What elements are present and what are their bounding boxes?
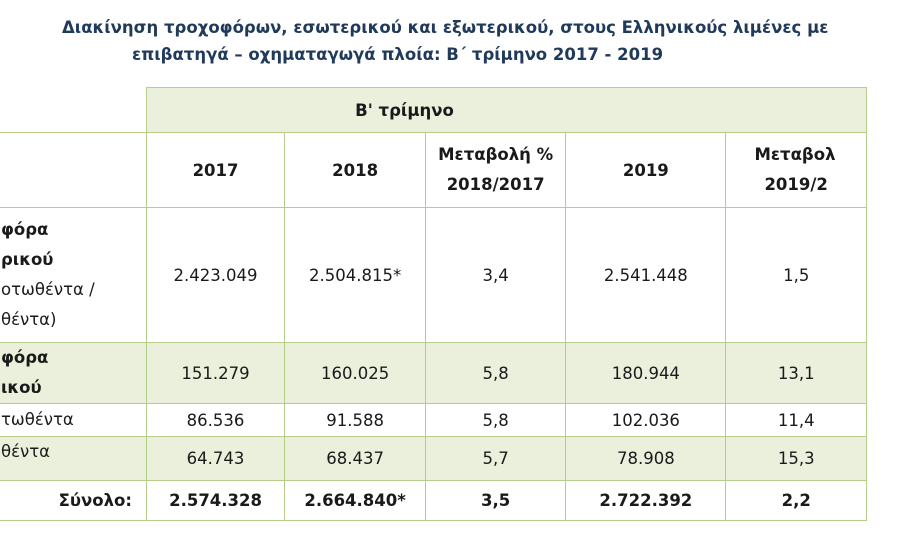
column-header-row: 2017 2018 Μεταβολή % 2018/2017 2019 Μετα… [0, 132, 867, 208]
title-line-1: Διακίνηση τροχοφόρων, εσωτερικού και εξω… [62, 18, 829, 37]
total-2017: 2.574.328 [145, 480, 286, 521]
header-2017: 2017 [145, 132, 286, 208]
header-2018: 2018 [284, 132, 427, 208]
traffic-table: Β' τρίμηνο 2017 2018 Μεταβολή % 2018/201… [0, 87, 868, 521]
cell-2019: 2.541.448 [565, 207, 727, 343]
cell-2018: 160.025 [284, 342, 427, 404]
cell-2019: 102.036 [565, 403, 727, 437]
row-label: τωθέντα [0, 403, 147, 437]
header-change-2018-2017: Μεταβολή % 2018/2017 [425, 132, 567, 208]
table-row: φόρα ρικού οτωθέντα / θέντα) 2.423.049 2… [0, 207, 867, 343]
cell-2017: 86.536 [145, 403, 286, 437]
total-row: Σύνολο: 2.574.328 2.664.840* 3,5 2.722.3… [0, 480, 867, 521]
group-header: Β' τρίμηνο [145, 87, 868, 133]
table-row: τωθέντα 86.536 91.588 5,8 102.036 11,4 [0, 403, 867, 437]
cell-2017: 151.279 [145, 342, 286, 404]
cell-2019: 78.908 [565, 436, 727, 481]
cell-change2: 1,5 [725, 207, 867, 343]
cell-change2: 15,3 [725, 436, 867, 481]
table-row: θέντα 64.743 68.437 5,7 78.908 15,3 [0, 436, 867, 481]
cell-2018: 2.504.815* [284, 207, 427, 343]
group-header-row: Β' τρίμηνο [0, 87, 868, 133]
total-2018: 2.664.840* [284, 480, 427, 521]
header-change-2019: Μεταβολ 2019/2 [725, 132, 867, 208]
total-change1: 3,5 [425, 480, 567, 521]
header-2019: 2019 [565, 132, 727, 208]
cell-2017: 2.423.049 [145, 207, 286, 343]
cell-change1: 5,7 [425, 436, 567, 481]
title-line-2: επιβατηγά – οχηματαγωγά πλοία: Β΄ τρίμην… [132, 45, 664, 64]
cell-change1: 5,8 [425, 403, 567, 437]
total-change2: 2,2 [725, 480, 867, 521]
total-2019: 2.722.392 [565, 480, 727, 521]
row-label: φόρα ρικού οτωθέντα / θέντα) [0, 207, 147, 343]
row-label: φόρα ικού [0, 342, 147, 404]
cell-2019: 180.944 [565, 342, 727, 404]
table-row: φόρα ικού 151.279 160.025 5,8 180.944 13… [0, 342, 867, 404]
cell-change1: 3,4 [425, 207, 567, 343]
cell-2018: 91.588 [284, 403, 427, 437]
row-label: θέντα [0, 436, 147, 481]
cell-2017: 64.743 [145, 436, 286, 481]
cell-change2: 13,1 [725, 342, 867, 404]
cell-change2: 11,4 [725, 403, 867, 437]
cell-change1: 5,8 [425, 342, 567, 404]
cell-2018: 68.437 [284, 436, 427, 481]
total-label: Σύνολο: [0, 480, 147, 521]
header-label-cell [0, 132, 147, 208]
